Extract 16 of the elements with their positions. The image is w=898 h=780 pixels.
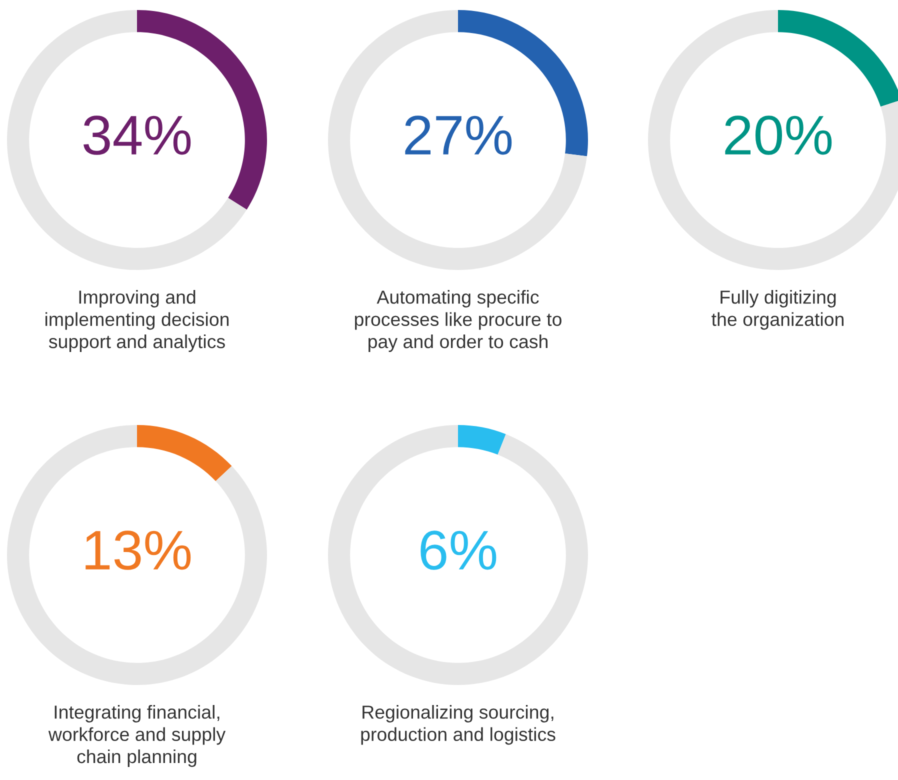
text: Integrating financial, workforce and supply chain planning bbox=[48, 705, 226, 767]
data-label: 27% bbox=[405, 116, 512, 155]
data-label: 34% bbox=[84, 116, 191, 155]
text: Regionalizing sourcing, production and logistics bbox=[361, 705, 556, 745]
data-label: 13% bbox=[86, 530, 191, 570]
data-label: 20% bbox=[725, 116, 832, 155]
text: Fully digitizing the organization bbox=[712, 290, 844, 330]
donut-slice bbox=[7, 425, 267, 685]
donut-slice bbox=[328, 425, 588, 685]
donut-slice bbox=[137, 425, 232, 482]
donut-slice bbox=[458, 425, 506, 455]
text: Automating specific processes like procure to pay and order to cash bbox=[355, 290, 562, 352]
data-label: 6% bbox=[420, 530, 496, 570]
text: Improving and implementing decision support and analytics bbox=[46, 290, 229, 352]
donut-slice bbox=[328, 10, 587, 270]
donut-slice bbox=[7, 10, 247, 270]
